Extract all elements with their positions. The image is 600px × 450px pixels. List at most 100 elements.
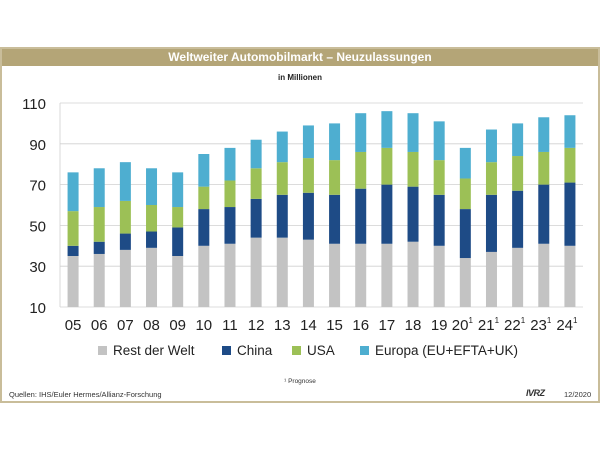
bar-segment — [329, 123, 341, 161]
legend-swatch — [98, 346, 107, 355]
bar-segment — [538, 243, 550, 307]
bar-segment — [485, 129, 497, 163]
bar-segment — [407, 113, 419, 152]
x-tick-label: 05 — [65, 317, 82, 334]
bar-segment — [355, 243, 367, 307]
y-tick-label: 90 — [29, 137, 46, 154]
bar-segment — [512, 156, 524, 191]
bar-segment — [564, 182, 576, 246]
bar-segment — [276, 194, 288, 238]
bar-segment — [355, 151, 367, 189]
bar-segment — [146, 168, 158, 205]
x-tick-label: 201 — [452, 316, 474, 334]
legend-swatch — [360, 346, 369, 355]
bar-segment — [459, 258, 471, 307]
publisher-logo: IVRZ — [526, 388, 545, 398]
x-tick-label: 211 — [478, 316, 500, 334]
bar-segment — [119, 233, 131, 250]
legend-label: Europa (EU+EFTA+UK) — [375, 343, 518, 358]
legend-swatch — [222, 346, 231, 355]
bar-segment — [93, 253, 105, 307]
bar-segment — [485, 162, 497, 195]
bar-segment — [198, 245, 210, 307]
bar-segment — [459, 209, 471, 259]
bar-segment — [459, 147, 471, 179]
bar-segment — [433, 194, 445, 246]
bar-segment — [433, 121, 445, 161]
bar-segment — [407, 186, 419, 242]
chart-title: Weltweiter Automobilmarkt – Neuzulassung… — [2, 49, 598, 66]
bar-segment — [329, 243, 341, 307]
bar-segment — [250, 198, 262, 238]
y-tick-label: 30 — [29, 259, 46, 276]
bar-segment — [381, 147, 393, 185]
bar-segment — [276, 237, 288, 307]
x-tick-label: 11 — [222, 317, 238, 334]
bar-segment — [172, 172, 184, 208]
bar-segment — [146, 247, 158, 307]
bar-segment — [355, 113, 367, 152]
bar-segment — [485, 251, 497, 307]
bar-segment — [224, 243, 236, 307]
x-tick-label: 14 — [300, 317, 317, 334]
bar-segment — [250, 139, 262, 169]
publish-date: 12/2020 — [564, 390, 592, 399]
bar-segment — [302, 239, 314, 307]
x-tick-label: 18 — [405, 317, 422, 334]
bar-segment — [67, 211, 79, 246]
bar-segment — [433, 160, 445, 195]
bar-segment — [276, 162, 288, 195]
bar-segment — [146, 231, 158, 248]
bar-segment — [146, 205, 158, 232]
bar-segment — [172, 207, 184, 228]
bar-segment — [302, 158, 314, 193]
bar-segment — [538, 117, 550, 152]
legend: Rest der Welt China USA Europa (EU+EFTA+UK) — [98, 343, 518, 358]
bar-segment — [67, 256, 79, 307]
legend-label: Rest der Welt — [113, 343, 195, 358]
x-tick-label: 15 — [326, 317, 343, 334]
grid-lines — [59, 102, 583, 308]
x-tick-label: 241 — [556, 316, 578, 334]
x-tick-label: 13 — [274, 317, 291, 334]
x-tick-label: 10 — [195, 317, 212, 334]
bar-segment — [93, 241, 105, 254]
bar-segment — [250, 168, 262, 199]
source-note: Quellen: IHS/Euler Hermes/Allianz-Forsch… — [9, 390, 162, 399]
x-tick-label: 08 — [143, 317, 160, 334]
x-tick-label: 16 — [352, 317, 369, 334]
bar-segment — [512, 190, 524, 248]
bar-segment — [381, 184, 393, 244]
x-tick-label: 17 — [379, 317, 396, 334]
bar-segment — [564, 245, 576, 307]
legend-label: USA — [307, 343, 335, 358]
bar-segment — [433, 245, 445, 307]
chart-subtitle: in Millionen — [278, 73, 322, 82]
bar-segment — [119, 162, 131, 201]
bar-segment — [198, 209, 210, 246]
bar-segment — [564, 115, 576, 148]
x-tick-label: 06 — [91, 317, 108, 334]
bar-segment — [381, 243, 393, 307]
bar-segment — [224, 147, 236, 181]
bar-segment — [93, 168, 105, 208]
bar-segment — [67, 172, 79, 212]
x-tick-label: 09 — [169, 317, 186, 334]
bar-segment — [172, 256, 184, 307]
bar-segment — [538, 184, 550, 244]
y-tick-label: 110 — [22, 96, 46, 113]
bar-segment — [224, 207, 236, 244]
bar-segment — [329, 160, 341, 195]
footnote: ¹ Prognose — [284, 378, 316, 385]
x-tick-label: 12 — [248, 317, 265, 334]
bar-segment — [538, 151, 550, 185]
bar-segment — [564, 147, 576, 183]
y-axis: 10 30 50 70 90 110 — [22, 96, 46, 317]
bar-segment — [276, 131, 288, 163]
bar-segment — [67, 245, 79, 256]
legend-swatch — [292, 346, 301, 355]
bar-segment — [93, 207, 105, 242]
bar-segment — [250, 237, 262, 307]
y-tick-label: 50 — [29, 218, 46, 235]
